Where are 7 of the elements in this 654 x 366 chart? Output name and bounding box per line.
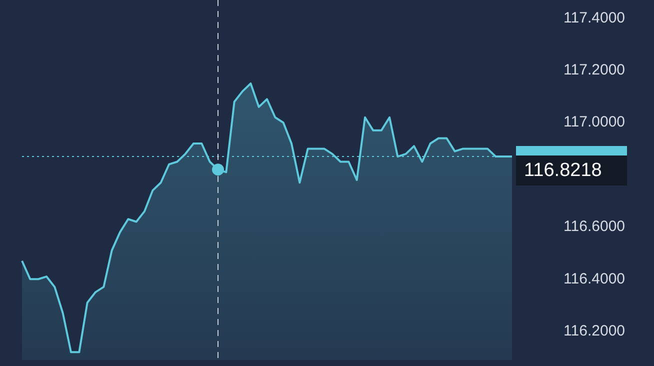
y-tick-label: 116.2000 <box>564 322 625 340</box>
y-tick-label: 117.2000 <box>564 62 625 79</box>
y-tick-label: 116.4000 <box>564 270 625 288</box>
y-tick-label: 116.6000 <box>564 218 625 236</box>
y-tick-label: 117.0000 <box>564 114 625 131</box>
text: 116.8218 <box>524 160 602 181</box>
y-tick-label: 117.4000 <box>564 9 625 26</box>
